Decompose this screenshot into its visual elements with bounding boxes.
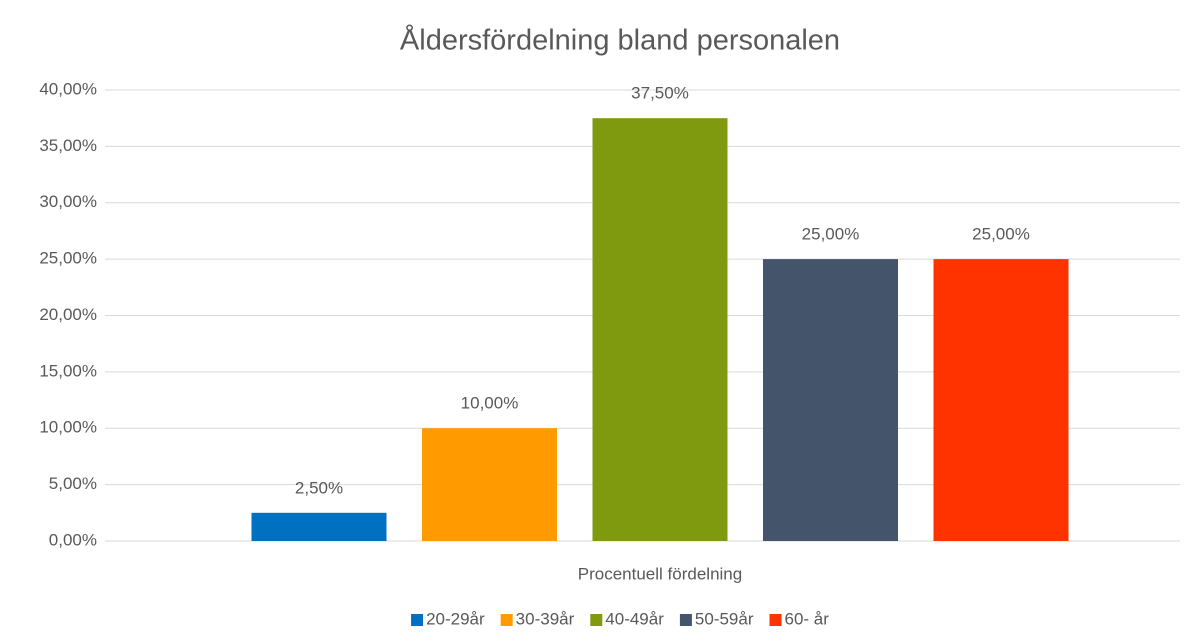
legend-label: 60- år (785, 609, 830, 628)
data-label: 37,50% (631, 84, 689, 103)
legend-swatch (769, 614, 782, 626)
y-tick-label: 20,00% (39, 305, 97, 324)
y-tick-label: 5,00% (49, 474, 97, 493)
legend-label: 20-29år (426, 609, 485, 628)
y-tick-label: 30,00% (39, 192, 97, 211)
x-tick-label: Procentuell fördelning (578, 564, 742, 583)
legend-swatch (411, 614, 424, 626)
legend-swatch (590, 614, 603, 626)
y-tick-label: 35,00% (39, 136, 97, 155)
chart-title: Åldersfördelning bland personalen (400, 24, 840, 57)
data-label: 2,50% (295, 478, 343, 497)
bar (763, 259, 898, 541)
legend-label: 40-49år (605, 609, 664, 628)
data-label: 10,00% (461, 394, 519, 413)
data-label: 25,00% (802, 225, 860, 244)
y-tick-label: 15,00% (39, 361, 97, 380)
bar (251, 512, 387, 541)
data-label: 25,00% (972, 225, 1030, 244)
legend-swatch (679, 614, 692, 626)
legend-swatch (500, 614, 513, 626)
y-tick-label: 0,00% (49, 530, 97, 549)
legend-label: 30-39år (516, 609, 575, 628)
legend-label: 50-59år (695, 609, 754, 628)
y-tick-label: 10,00% (39, 418, 97, 437)
y-tick-label: 40,00% (39, 79, 97, 98)
bar (592, 118, 728, 541)
y-tick-label: 25,00% (39, 249, 97, 268)
bar (422, 428, 557, 541)
bar (933, 259, 1069, 541)
